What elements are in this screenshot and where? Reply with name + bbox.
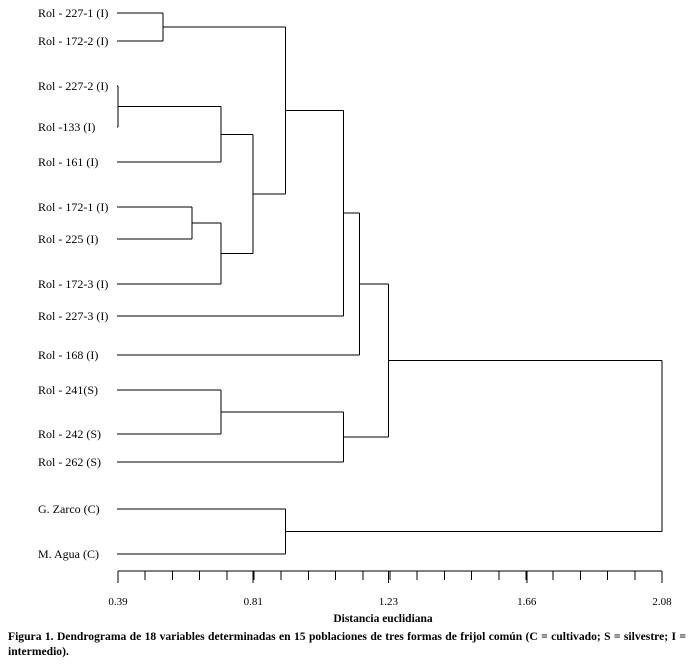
caption-text: Dendrograma de 18 variables determinadas… [8, 630, 686, 658]
leaf-label-14: G. Zarco (C) [38, 502, 100, 516]
leaf-label-6: Rol - 172-1 (I) [38, 200, 108, 214]
leaf-label-11: Rol - 241(S) [38, 383, 98, 397]
x-axis: 0.39 0.81 1.23 1.66 2.08 Distancia euclidian… [108, 570, 672, 625]
figure-caption: Figura 1. Dendrograma de 18 variables de… [8, 629, 686, 659]
dendrogram-links [117, 12, 663, 555]
x-axis-ticks: 0.39 0.81 1.23 1.66 2.08 [108, 571, 672, 608]
tick-label-2: 1.23 [379, 596, 399, 608]
leaf-label-5: Rol - 161 (I) [38, 155, 98, 169]
leaf-label-15: M. Agua (C) [38, 547, 99, 561]
leaf-label-8: Rol - 172-3 (I) [38, 277, 108, 291]
leaf-label-1: Rol - 227-1 (I) [38, 6, 108, 20]
leaf-label-7: Rol - 225 (I) [38, 232, 98, 246]
caption-label: Figura 1. [8, 630, 54, 643]
tick-label-0: 0.39 [108, 596, 128, 608]
leaf-label-4: Rol -133 (I) [38, 120, 95, 134]
leaf-label-9: Rol - 227-3 (I) [38, 309, 108, 323]
tick-label-4: 2.08 [652, 596, 672, 608]
leaf-label-13: Rol - 262 (S) [38, 455, 101, 469]
leaf-label-10: Rol - 168 (I) [38, 348, 98, 362]
tick-label-3: 1.66 [517, 596, 537, 608]
dendrogram-chart: Rol - 227-1 (I) Rol - 172-2 (I) Rol - 227-… [38, 6, 672, 625]
leaf-label-12: Rol - 242 (S) [38, 427, 101, 441]
leaf-label-3: Rol - 227-2 (I) [38, 79, 108, 93]
leaf-labels: Rol - 227-1 (I) Rol - 172-2 (I) Rol - 227-… [38, 6, 108, 561]
tick-label-1: 0.81 [244, 596, 263, 608]
leaf-label-2: Rol - 172-2 (I) [38, 34, 108, 48]
x-axis-title: Distancia euclidiana [333, 613, 433, 625]
